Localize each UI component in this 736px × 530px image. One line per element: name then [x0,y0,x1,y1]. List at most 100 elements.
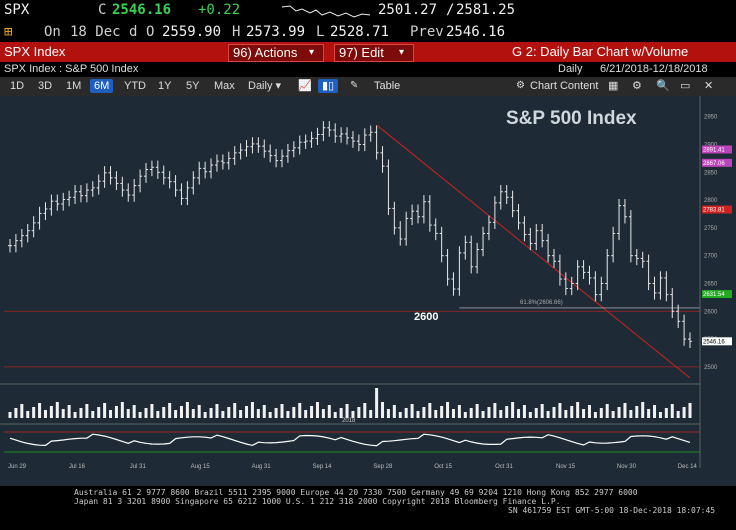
volume-bar [14,408,18,418]
x-tick-label: Sep 14 [312,464,332,470]
volume-bar [416,411,420,418]
volume-bar [268,412,272,418]
range-6m-button[interactable]: 6M [90,79,114,93]
x-tick-label: Jul 16 [69,464,86,470]
y-tick-label: 2600 [704,309,718,315]
volume-bar [185,402,189,418]
y-tick-label: 2950 [704,115,718,121]
volume-bar [20,404,24,418]
sparkline-icon [282,5,371,18]
open-value: 2559.90 [162,24,222,40]
edit-menu[interactable]: 97) Edit ▾ [334,44,414,62]
volume-bar [475,404,479,418]
settings-icon[interactable]: ⚙ [516,80,525,91]
draw-icon[interactable]: ✎ [350,80,359,91]
volume-bar [446,402,450,418]
price-chart[interactable]: 0.819B 31.5633 2950290028502800275027002… [0,96,736,486]
price-tag-label: 2631.54 [703,292,725,298]
volume-bar [611,411,615,418]
annotation-2600: 2600 [414,311,438,323]
volume-bar [138,412,142,418]
range-ytd-button[interactable]: YTD [124,80,146,92]
actions-menu[interactable]: 96) Actions ▾ [228,44,324,62]
volume-bar [144,408,148,418]
range-5y-button[interactable]: 5Y [186,80,200,92]
volume-bar [321,409,325,418]
price-tag-label: 2891.41 [703,147,725,153]
volume-bar [298,403,302,418]
footer-line-2: Japan 81 3 3201 8900 Singapore 65 6212 1… [74,497,561,506]
x-tick-label: Aug 15 [191,464,211,470]
volume-bar [168,403,172,418]
volume-bar [617,407,621,418]
volume-bar [97,407,101,418]
last-label: C [98,2,107,18]
range-1m-button[interactable]: 1M [66,80,82,92]
price-tag [702,290,732,299]
y-tick-label: 2750 [704,226,718,232]
x-tick-label: Sep 28 [373,464,393,470]
volume-bar [499,410,503,418]
window-icon[interactable]: ▭ [680,80,691,92]
chart-content-button[interactable]: Chart Content [530,80,599,92]
x-tick-label: Nov 30 [617,464,637,470]
range-sep: / [446,2,455,18]
volume-bar [522,405,526,418]
chart-subheader: SPX Index : S&P 500 Index Daily 6/21/201… [0,62,736,77]
volume-bar [43,410,47,418]
zoom-icon[interactable]: 🔍 [656,80,670,92]
volume-bar [558,403,562,418]
ticker: SPX [4,2,30,18]
range-1y-button[interactable]: 1Y [158,80,172,92]
volume-bar [410,404,414,418]
volume-bar [191,409,195,418]
volume-bar [511,402,515,418]
volume-bar [67,405,71,418]
range-low: 2501.27 [378,2,438,18]
volume-bar [434,410,438,418]
range-max-button[interactable]: Max [214,80,235,92]
indicator-line [9,433,691,447]
close-icon[interactable]: ✕ [704,80,714,92]
volume-bar [132,405,136,418]
volume-bar [315,402,319,418]
volume-bar [55,402,59,418]
range-high: 2581.25 [456,2,516,18]
volume-bar [227,407,231,418]
bar-chart-icon[interactable]: ▮▯ [318,79,339,93]
volume-bar [38,403,42,418]
volume-bar [126,409,130,418]
volume-bar [292,407,296,418]
chart-area[interactable]: 0.819B 31.5633 2950290028502800275027002… [0,96,736,486]
frequency-select[interactable]: Daily ▾ [248,80,282,92]
volume-bar [647,409,651,418]
volume-bar [422,407,426,418]
table-button[interactable]: Table [374,80,401,92]
volume-bar [428,403,432,418]
x-tick-label: Jun 29 [8,464,27,470]
volume-bar [517,409,521,418]
date-range: 6/21/2018-12/18/2018 [600,63,708,75]
volume-bar [451,409,455,418]
on-label: On [44,24,61,40]
line-chart-icon[interactable]: 📈 [298,80,312,92]
menu-bar: SPX Index 96) Actions ▾ 97) Edit ▾ G 2: … [0,42,736,62]
volume-bar [676,411,680,418]
chart-title: G 2: Daily Bar Chart w/Volume [512,44,689,59]
volume-bar [345,404,349,418]
grid-icon[interactable]: ▦ [608,80,619,92]
last-price: 2546.16 [112,2,172,18]
volume-bar [653,405,657,418]
y-tick-label: 2850 [704,170,718,176]
volume-bar [351,411,355,418]
period: Daily [558,63,583,75]
settings-icon[interactable]: ⚙ [632,80,642,92]
volume-bar [587,405,591,418]
range-1d-button[interactable]: 1D [10,80,25,92]
volume-bar [26,411,30,418]
security-field[interactable]: SPX Index [4,44,66,59]
volume-bar [381,402,385,418]
volume-bar [688,403,692,418]
volume-bar [174,410,178,418]
range-3d-button[interactable]: 3D [38,80,53,92]
